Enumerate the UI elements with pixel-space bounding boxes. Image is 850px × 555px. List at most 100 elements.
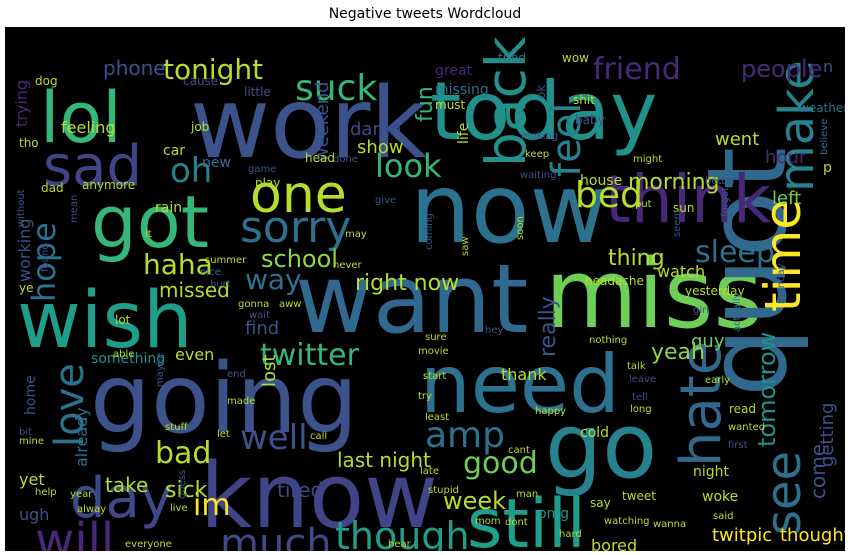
word-anymore: anymore bbox=[82, 178, 135, 192]
word-monday: monday bbox=[776, 263, 787, 304]
word-bad: bad bbox=[155, 436, 211, 471]
word-everyone: everyone bbox=[125, 539, 172, 550]
word-stupid: stupid bbox=[428, 485, 459, 496]
word-hurt: hurt bbox=[210, 279, 231, 290]
word-tell: tell bbox=[632, 392, 648, 403]
word-saw: saw bbox=[460, 236, 471, 256]
word-life: life bbox=[456, 123, 472, 144]
word-late: late bbox=[420, 466, 439, 477]
word-sad: sad bbox=[43, 134, 142, 199]
word-fun: fun bbox=[413, 86, 438, 122]
word-let: let bbox=[217, 429, 230, 440]
word-missing: missing bbox=[435, 82, 489, 98]
word-show: show bbox=[357, 137, 404, 158]
word-talk: talk bbox=[627, 361, 646, 372]
word-headache: headache bbox=[585, 274, 644, 288]
word-without: without bbox=[16, 189, 27, 227]
word-play: play bbox=[255, 176, 280, 190]
word-wanna: wanna bbox=[653, 519, 686, 530]
word-sick: sick bbox=[165, 478, 208, 503]
word-forgot: forgot bbox=[720, 187, 731, 217]
word-alway: alway bbox=[77, 504, 106, 515]
word-nice: nice bbox=[200, 267, 221, 278]
word-shit: shit bbox=[573, 93, 595, 107]
word-want: want bbox=[295, 245, 528, 355]
word-missed: missed bbox=[159, 278, 230, 302]
word-cold: cold bbox=[580, 425, 609, 441]
word-see: see bbox=[756, 451, 812, 535]
word-say: say bbox=[590, 496, 611, 510]
word-still: still bbox=[467, 485, 586, 551]
word-bored: bored bbox=[591, 536, 637, 551]
word-find: find bbox=[245, 318, 279, 339]
word-go: go bbox=[545, 394, 657, 499]
word-quot: quot bbox=[683, 147, 811, 397]
word-will: will bbox=[35, 513, 114, 551]
word-yet: yet bbox=[19, 470, 45, 489]
word-hard: hard bbox=[559, 529, 582, 540]
word-though: though bbox=[335, 514, 470, 551]
word-friend: friend bbox=[593, 52, 681, 87]
word-even: even bbox=[175, 345, 214, 364]
word-bit: bit bbox=[19, 427, 32, 438]
word-think: think bbox=[605, 161, 772, 238]
word-read: read bbox=[729, 402, 756, 416]
word-p: p bbox=[823, 160, 832, 176]
word-trying: trying bbox=[12, 80, 31, 127]
word-lt: lt bbox=[145, 229, 152, 240]
word-getting: getting bbox=[817, 403, 838, 467]
word-keep: keep bbox=[525, 149, 549, 160]
word-damn: damn bbox=[350, 119, 401, 140]
word-week: week bbox=[443, 487, 506, 515]
word-house: house bbox=[580, 173, 622, 189]
word-year: year bbox=[70, 489, 93, 500]
word-hour: hour bbox=[765, 147, 807, 168]
word-man: man bbox=[516, 489, 538, 500]
word-weather: weather bbox=[799, 101, 845, 115]
word-back: back bbox=[474, 36, 538, 167]
word-better: better bbox=[705, 176, 736, 187]
word-last-night: last night bbox=[337, 448, 431, 472]
word-dad: dad bbox=[41, 181, 64, 195]
word-good: good bbox=[463, 446, 538, 481]
word-seem: seem bbox=[672, 210, 683, 237]
word-great: great bbox=[435, 63, 473, 79]
word-feeling: feeling bbox=[61, 118, 116, 137]
word-made: made bbox=[227, 396, 255, 407]
word-lost: lost bbox=[259, 355, 280, 387]
word-may: may bbox=[345, 229, 367, 240]
word-dog: dog bbox=[35, 74, 58, 88]
word-yeah: yeah bbox=[651, 340, 705, 365]
word-try: try bbox=[418, 391, 432, 402]
word-phone: phone bbox=[103, 56, 166, 80]
word-lol: lol bbox=[40, 77, 122, 159]
word-way: way bbox=[245, 263, 302, 296]
word-people: people bbox=[741, 55, 822, 83]
word-know: know bbox=[200, 444, 438, 549]
word-tonight: tonight bbox=[163, 53, 263, 86]
word-might: might bbox=[633, 154, 662, 165]
word-least: least bbox=[425, 412, 449, 423]
word-make: make bbox=[769, 60, 825, 192]
word-maybe: maybe bbox=[155, 353, 166, 387]
word-time: time bbox=[754, 199, 812, 312]
word-hope: hope bbox=[25, 222, 63, 302]
word-watch: watch bbox=[657, 262, 705, 281]
word-left: left bbox=[772, 188, 801, 209]
word-morning: morning bbox=[628, 170, 720, 195]
word-able: able bbox=[113, 349, 134, 360]
word-tweet: tweet bbox=[622, 489, 656, 503]
word-guess: guess bbox=[177, 470, 188, 499]
word-right-now: right now bbox=[355, 271, 459, 296]
word-nothing: nothing bbox=[589, 335, 627, 346]
word-tried: tried bbox=[498, 51, 526, 65]
word-mean: mean bbox=[69, 195, 80, 223]
word-weekend: weekend bbox=[312, 81, 333, 162]
word-omg: omg bbox=[538, 506, 569, 522]
word-hate: hate bbox=[669, 341, 734, 467]
word-thank: thank bbox=[501, 365, 547, 384]
chart-title: Negative tweets Wordcloud bbox=[328, 6, 522, 22]
word-baby: baby bbox=[575, 113, 605, 127]
word-really: really bbox=[536, 296, 561, 357]
word-cant: cant bbox=[508, 445, 530, 456]
